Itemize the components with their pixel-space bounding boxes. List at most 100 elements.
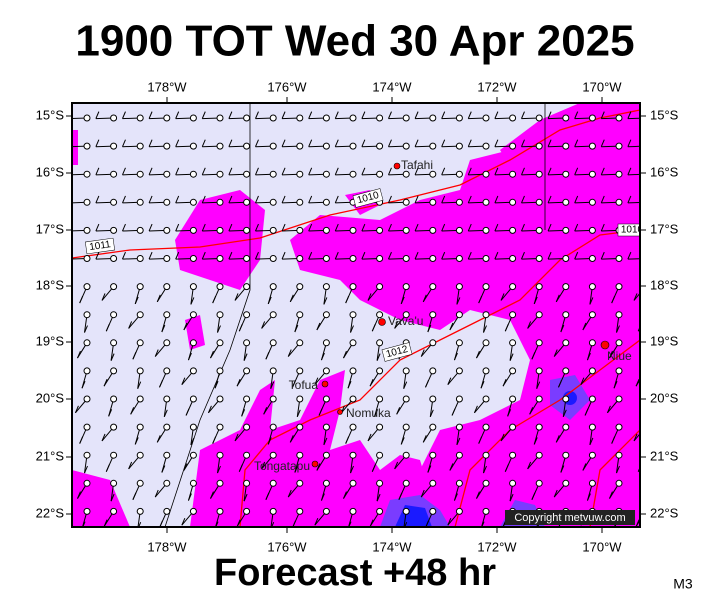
- station: [376, 255, 384, 262]
- station: [189, 226, 197, 234]
- barb-flag: [201, 223, 206, 232]
- station: [349, 507, 357, 515]
- station: [402, 198, 410, 206]
- station: [243, 114, 251, 122]
- station: [588, 283, 596, 291]
- barb-flag: [600, 111, 605, 119]
- station: [216, 311, 224, 319]
- barb-flag: [77, 491, 81, 499]
- barb-flag: [429, 409, 434, 418]
- barb-flag: [323, 437, 328, 446]
- barb-flag: [316, 322, 321, 331]
- station: [376, 339, 384, 347]
- station: [615, 311, 623, 319]
- station: [296, 226, 304, 234]
- station: [509, 311, 517, 319]
- station: [455, 142, 463, 150]
- barb-flag: [609, 350, 613, 359]
- barb-flag: [494, 167, 499, 176]
- barb-flag: [334, 195, 339, 204]
- barb-flag: [212, 436, 217, 444]
- station: [402, 142, 410, 150]
- station: [376, 479, 384, 487]
- station: [136, 451, 144, 459]
- barb-flag: [181, 517, 186, 526]
- station: [136, 170, 144, 178]
- barb-flag: [555, 294, 560, 303]
- station: [455, 423, 463, 431]
- barb-flag: [207, 405, 212, 413]
- station: [455, 395, 463, 403]
- barb-flag: [529, 407, 534, 415]
- barb-flag: [521, 139, 525, 147]
- isobar-label-box: [352, 188, 384, 208]
- barb-flag: [128, 321, 133, 329]
- station: [243, 170, 251, 178]
- station: [429, 142, 437, 150]
- station: [322, 339, 330, 347]
- barb-flag: [483, 465, 487, 474]
- code: M3: [673, 576, 693, 592]
- barb-flag: [425, 380, 429, 388]
- station: [562, 423, 570, 431]
- station: [588, 114, 596, 122]
- station: [189, 198, 197, 206]
- labels: 178°W 178°W 176°W 176°W 174°W 174°W 172°W 172°W…: [36, 79, 679, 554]
- station: [269, 226, 277, 234]
- station: [562, 479, 570, 487]
- barb-flag: [643, 354, 646, 361]
- station: [429, 367, 437, 375]
- barb-flag: [228, 167, 233, 176]
- barb-flag: [261, 321, 266, 329]
- barb-flag: [374, 409, 379, 417]
- station: [509, 367, 517, 375]
- barb-flag: [95, 195, 100, 204]
- barb-flag: [255, 251, 259, 260]
- station: [243, 311, 251, 319]
- station: [216, 114, 224, 122]
- barb-flag: [394, 321, 399, 329]
- barb-flag: [255, 167, 259, 176]
- station: [349, 114, 357, 122]
- station: [429, 311, 437, 319]
- station: [296, 423, 304, 431]
- station: [402, 170, 410, 178]
- barb-flag: [81, 381, 86, 389]
- barb-flag: [175, 167, 180, 176]
- station: [376, 142, 384, 150]
- barb-flag: [79, 436, 84, 444]
- station: [376, 395, 384, 403]
- barb-flag: [228, 139, 233, 147]
- barb-flag: [509, 353, 514, 361]
- barb-flag: [531, 492, 536, 500]
- station: [110, 142, 118, 150]
- barb-flag: [361, 139, 366, 147]
- station: [110, 367, 118, 375]
- barb-flag: [190, 297, 195, 305]
- barb-flag: [148, 251, 153, 260]
- station: [216, 451, 224, 459]
- barb-flag: [154, 489, 159, 498]
- barb-flag: [449, 322, 454, 331]
- lat-label: 20°S: [36, 390, 65, 405]
- station: [269, 114, 277, 122]
- barb-flag: [558, 380, 562, 388]
- barb-flag: [265, 352, 270, 360]
- barb-flag: [521, 223, 525, 232]
- lat-label: 15°S: [650, 107, 679, 122]
- barb-flag: [371, 464, 376, 472]
- barb-flag: [361, 223, 366, 232]
- barb-flag: [320, 493, 325, 501]
- station: [588, 367, 596, 375]
- station: [562, 339, 570, 347]
- station: [83, 198, 91, 206]
- station: [562, 142, 570, 150]
- barb-flag: [531, 352, 536, 360]
- place-name: Tafahi: [401, 158, 433, 172]
- station: [562, 226, 570, 234]
- station: [163, 423, 171, 431]
- station: [189, 283, 197, 291]
- barb-flag: [228, 111, 233, 119]
- barb-flag: [453, 493, 458, 501]
- barb-flag: [270, 381, 275, 389]
